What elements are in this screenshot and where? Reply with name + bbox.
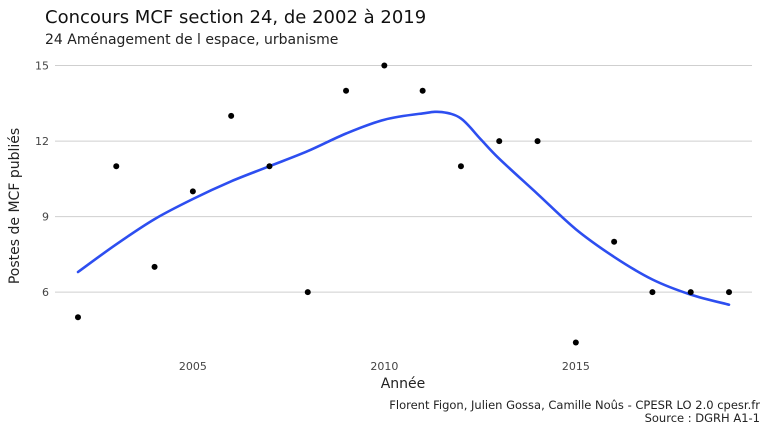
data-point-2005 [189,188,196,195]
data-point-2019 [726,289,733,296]
x-axis-title: Année [381,376,426,392]
data-point-2004 [151,263,158,270]
data-point-2013 [496,138,503,145]
data-point-2008 [304,289,311,296]
data-point-2017 [649,289,656,296]
y-tick-label: 6 [42,286,49,299]
y-tick-label: 9 [42,211,49,224]
chart-subtitle: 24 Aménagement de l espace, urbanisme [45,32,338,48]
data-point-2012 [457,163,464,170]
data-point-2016 [611,238,618,245]
data-point-2010 [381,62,388,69]
x-tick-label: 2010 [370,360,398,373]
data-point-2015 [572,339,579,346]
y-axis-title: Postes de MCF publiés [7,128,23,284]
data-point-2006 [228,112,235,119]
x-axis-ticks: 2005 2010 2015 [179,360,590,373]
data-points [74,62,733,346]
data-point-2018 [687,289,694,296]
data-point-2009 [343,87,350,94]
data-point-2007 [266,163,273,170]
caption-authors: Florent Figon, Julien Gossa, Camille Noû… [389,398,760,412]
y-tick-label: 12 [35,135,49,148]
data-point-2002 [74,314,81,321]
chart-title: Concours MCF section 24, de 2002 à 2019 [45,7,426,28]
x-tick-label: 2015 [562,360,590,373]
y-tick-label: 15 [35,60,49,73]
data-point-2003 [113,163,120,170]
caption-source: Source : DGRH A1-1 [645,411,760,425]
data-point-2011 [419,87,426,94]
x-tick-label: 2005 [179,360,207,373]
y-axis-ticks: 6 9 12 15 [35,60,49,300]
gridlines [55,65,752,293]
smooth-trend-line [76,110,731,306]
data-point-2014 [534,138,541,145]
